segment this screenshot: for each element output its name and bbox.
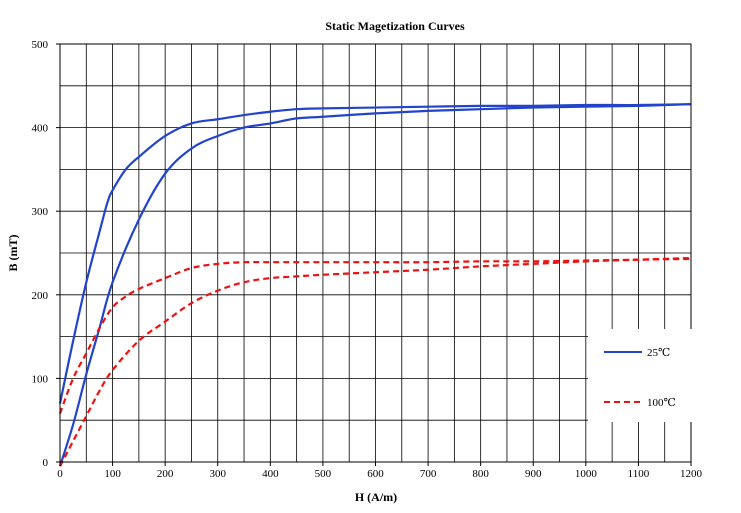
x-tick-label: 500 (315, 468, 332, 480)
x-tick-label: 600 (367, 468, 384, 480)
x-tick-label: 300 (210, 468, 227, 480)
legend: 25℃ 100℃ (588, 329, 692, 422)
series-line-100c-upper (58, 257, 692, 414)
legend-label-100c: 100℃ (647, 397, 676, 409)
x-tick-label: 200 (157, 468, 174, 480)
y-tick-label: 400 (32, 123, 49, 135)
y-tick-label: 0 (43, 457, 49, 469)
x-tick-label: 900 (525, 468, 542, 480)
tick-labels: 0 100 200 300 400 500 600 700 800 900 1000 1100 1200… (32, 39, 703, 480)
x-tick-label: 1200 (680, 468, 703, 480)
x-tick-label: 400 (262, 468, 279, 480)
y-tick-label: 300 (32, 206, 49, 218)
series-line-25c-lower (58, 103, 692, 467)
y-tick-label: 100 (32, 373, 49, 385)
series-line-25c-upper (58, 103, 692, 404)
x-tick-label: 0 (57, 468, 63, 480)
legend-label-25c: 25℃ (647, 347, 670, 359)
x-tick-label: 1100 (628, 468, 650, 480)
x-tick-label: 100 (104, 468, 121, 480)
series-line-100c-lower (59, 256, 692, 467)
chart-title: Static Magetization Curves (325, 19, 465, 33)
y-tick-label: 200 (32, 290, 49, 302)
x-axis-title: H (A/m) (355, 490, 397, 504)
series-layer (58, 103, 692, 467)
legend-box (588, 329, 692, 422)
x-tick-label: 1000 (575, 468, 598, 480)
y-axis-title: B (mT) (6, 235, 20, 272)
x-tick-label: 700 (420, 468, 437, 480)
x-tick-label: 800 (472, 468, 489, 480)
y-tick-label: 500 (32, 39, 49, 51)
